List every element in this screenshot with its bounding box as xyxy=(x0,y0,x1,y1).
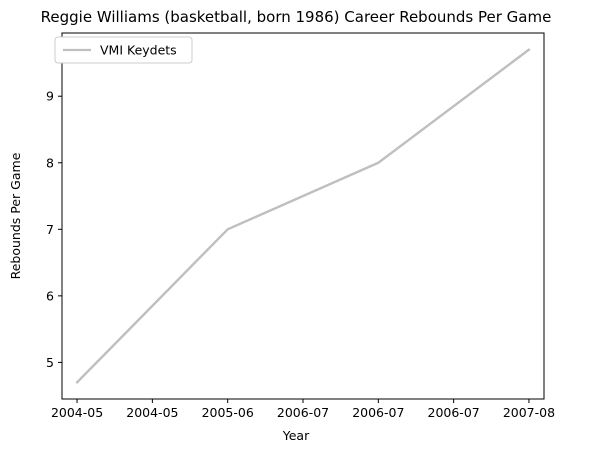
y-axis-label: Rebounds Per Game xyxy=(8,152,23,279)
y-tick-label: 5 xyxy=(46,355,54,370)
x-tick-label: 2004-05 xyxy=(51,405,103,420)
y-tick-label: 6 xyxy=(46,288,54,303)
x-tick-label: 2006-07 xyxy=(277,405,329,420)
y-tick-label: 8 xyxy=(46,155,54,170)
series-line xyxy=(75,48,531,384)
x-tick-label: 2006-07 xyxy=(428,405,480,420)
plot-frame xyxy=(61,32,545,400)
x-tick-label: 2005-06 xyxy=(202,405,254,420)
legend-label: VMI Keydets xyxy=(100,43,177,58)
x-tick-label: 2004-05 xyxy=(126,405,178,420)
x-axis-label: Year xyxy=(282,428,310,443)
chart-title: Reggie Williams (basketball, born 1986) … xyxy=(41,8,552,26)
y-axis: 5 6 7 8 9 xyxy=(46,89,62,370)
y-tick-label: 9 xyxy=(46,89,54,104)
plot-area xyxy=(75,48,531,384)
x-tick-label: 2006-07 xyxy=(352,405,404,420)
legend-box xyxy=(54,36,193,64)
x-tick-label: 2007-08 xyxy=(503,405,555,420)
legend: VMI Keydets xyxy=(54,36,193,64)
x-axis: 2004-05 2004-05 2005-06 2006-07 2006-07 2006-… xyxy=(51,399,555,420)
y-tick-label: 7 xyxy=(46,222,54,237)
